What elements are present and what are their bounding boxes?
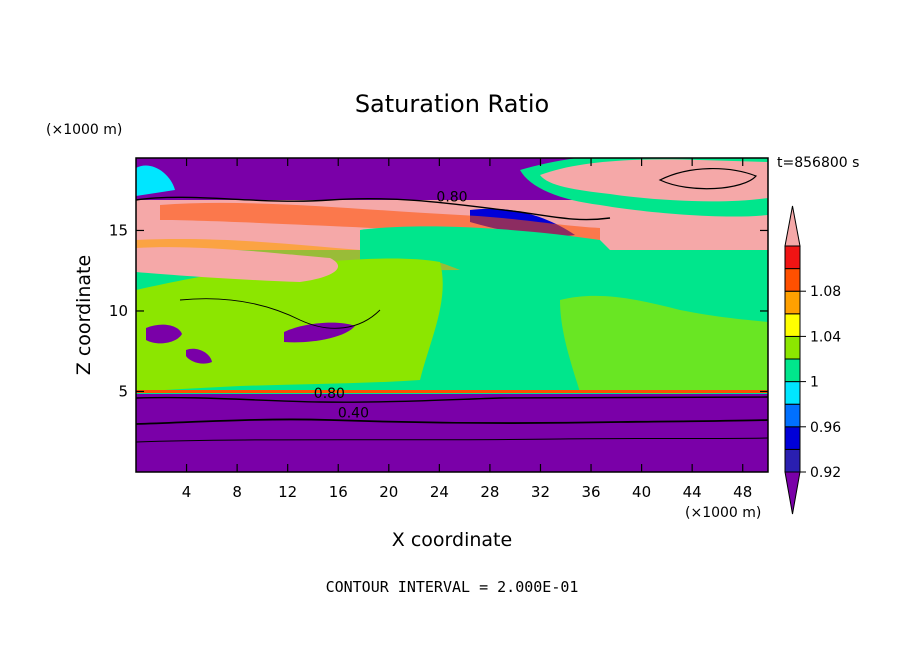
light-green-region-right	[560, 295, 768, 394]
purple-blob-small	[186, 348, 212, 364]
contour-upper	[136, 196, 611, 221]
x-tick-label-16: 16	[329, 483, 348, 501]
y-axis-label: Z coordinate	[73, 255, 95, 375]
y-tick-label-15: 15	[109, 221, 128, 239]
colorbar-top-arrow	[784, 205, 801, 247]
colorbar: 0.92 0.96 1 1.04 1.08	[784, 205, 841, 515]
top-blue-patch	[136, 165, 175, 196]
contour-040	[136, 418, 768, 425]
contour-labels: 0.80 0.80 0.40	[314, 189, 468, 421]
colorbar-box-9	[784, 245, 801, 270]
purple-blob-center	[284, 322, 355, 343]
time-label: t=856800 s	[777, 155, 859, 171]
colorbar-tick-label-1.08: 1.08	[810, 284, 841, 300]
contour-label-0: 0.80	[436, 189, 467, 205]
plot-frame	[135, 157, 769, 473]
top-right-pink-cloud	[540, 159, 768, 202]
colorbar-box-8	[784, 268, 801, 292]
x-tick-label-8: 8	[232, 483, 242, 501]
x-axis: 4 8 12 16 20 24 28 32 36 40 44 48	[182, 158, 752, 501]
y-unit-label: (×1000 m)	[46, 122, 122, 138]
x-tick-label-28: 28	[480, 483, 499, 501]
contour-lowest	[136, 437, 768, 443]
contour-label-1: 0.80	[314, 386, 345, 402]
heatmap-plot-area	[136, 158, 768, 472]
colorbar-box-0	[784, 448, 801, 473]
y-tick-label-5: 5	[118, 382, 128, 400]
colorbar-tick-label-1.04: 1.04	[810, 329, 841, 345]
y-tick-label-10: 10	[109, 302, 128, 320]
colorbar-box-6	[784, 313, 801, 337]
colorbar-box-2	[784, 403, 801, 428]
x-tick-label-32: 32	[531, 483, 550, 501]
chart-title: Saturation Ratio	[355, 90, 549, 118]
colorbar-box-5	[784, 335, 801, 360]
green-top-mid	[360, 226, 620, 262]
contour-cloud-top	[658, 167, 758, 190]
x-axis-label: X coordinate	[392, 529, 512, 551]
orange-line-z5	[136, 390, 768, 393]
pink-band-left	[136, 247, 339, 282]
contour-080-lower	[136, 396, 768, 403]
colorbar-bottom-arrow	[784, 471, 801, 515]
contour-interval-note: CONTOUR INTERVAL = 2.000E-01	[326, 578, 579, 596]
x-tick-label-36: 36	[581, 483, 600, 501]
colorbar-box-3	[784, 381, 801, 405]
contour-mid	[179, 298, 381, 329]
colorbar-box-1	[784, 426, 801, 450]
x-tick-label-48: 48	[733, 483, 752, 501]
lower-dry-region	[136, 394, 768, 472]
x-tick-label-40: 40	[632, 483, 651, 501]
colorbar-tick-label-1: 1	[810, 375, 819, 391]
y-axis: 5 10 15	[109, 221, 768, 400]
x-tick-label-20: 20	[379, 483, 398, 501]
light-green-region-left	[136, 258, 443, 392]
colorbar-box-7	[784, 290, 801, 315]
purple-blob-left	[146, 324, 182, 344]
x-tick-label-44: 44	[683, 483, 702, 501]
colorbar-tick-label-0.96: 0.96	[810, 420, 841, 436]
x-tick-label-12: 12	[278, 483, 297, 501]
x-unit-label: (×1000 m)	[685, 505, 761, 521]
x-tick-label-24: 24	[430, 483, 449, 501]
colorbar-box-4	[784, 358, 801, 383]
x-tick-label-4: 4	[182, 483, 192, 501]
colorbar-tick-label-0.92: 0.92	[810, 465, 841, 481]
contour-label-2: 0.40	[338, 405, 369, 421]
